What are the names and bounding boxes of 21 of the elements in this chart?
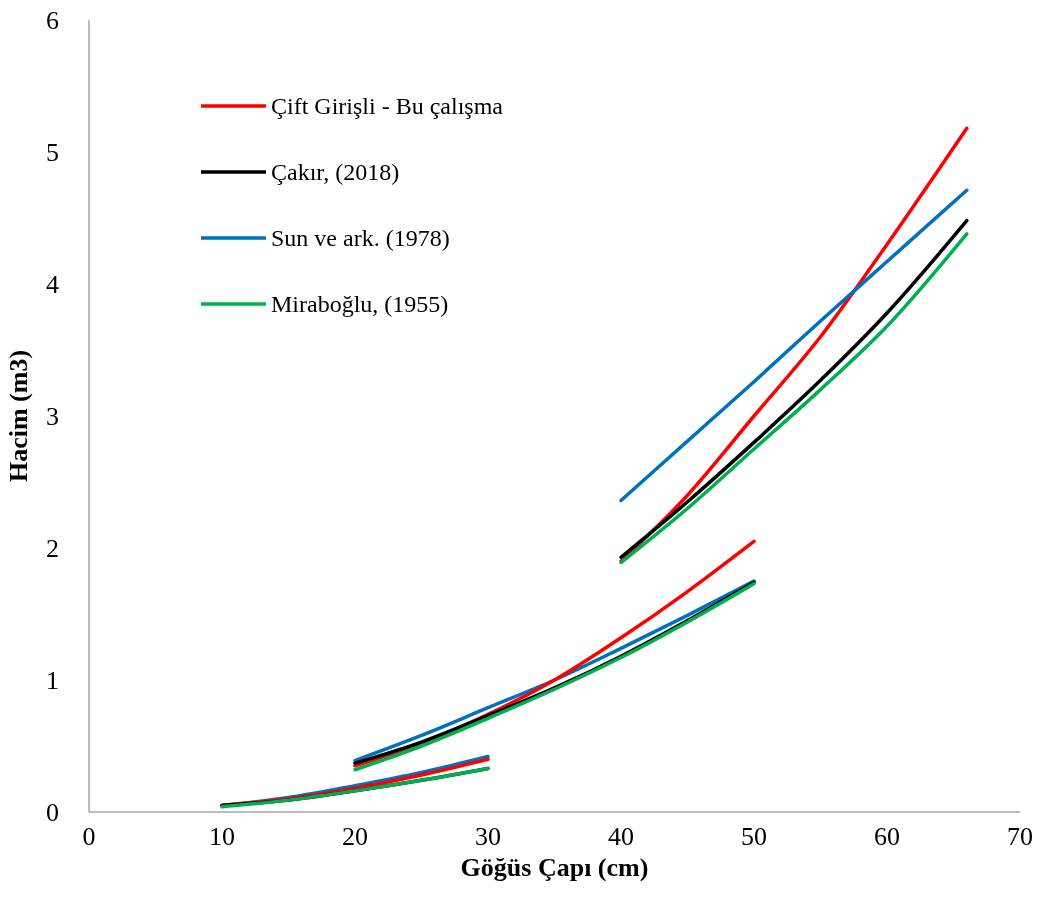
x-tick-label: 0 <box>82 822 96 851</box>
x-tick-label: 20 <box>342 822 368 851</box>
x-tick-label: 60 <box>874 822 900 851</box>
x-tick-label: 70 <box>1007 822 1033 851</box>
x-axis-title: Göğüs Çapı (cm) <box>460 853 649 882</box>
legend-label: Çift Girişli - Bu çalışma <box>271 93 504 119</box>
y-axis-title: Hacim (m3) <box>4 349 33 483</box>
legend-label: Çakır, (2018) <box>271 159 400 185</box>
y-tick-label: 5 <box>46 138 59 167</box>
legend-label: Miraboğlu, (1955) <box>271 291 449 317</box>
y-tick-label: 6 <box>46 6 59 35</box>
x-tick-label: 40 <box>608 822 634 851</box>
x-tick-label: 10 <box>209 822 235 851</box>
x-tick-label: 50 <box>741 822 767 851</box>
y-tick-label: 0 <box>46 798 59 827</box>
y-tick-label: 4 <box>46 270 59 299</box>
y-tick-label: 1 <box>46 666 59 695</box>
x-tick-label: 30 <box>475 822 501 851</box>
legend-label: Sun ve ark. (1978) <box>271 225 450 251</box>
y-tick-label: 3 <box>46 402 59 431</box>
y-tick-label: 2 <box>46 534 59 563</box>
